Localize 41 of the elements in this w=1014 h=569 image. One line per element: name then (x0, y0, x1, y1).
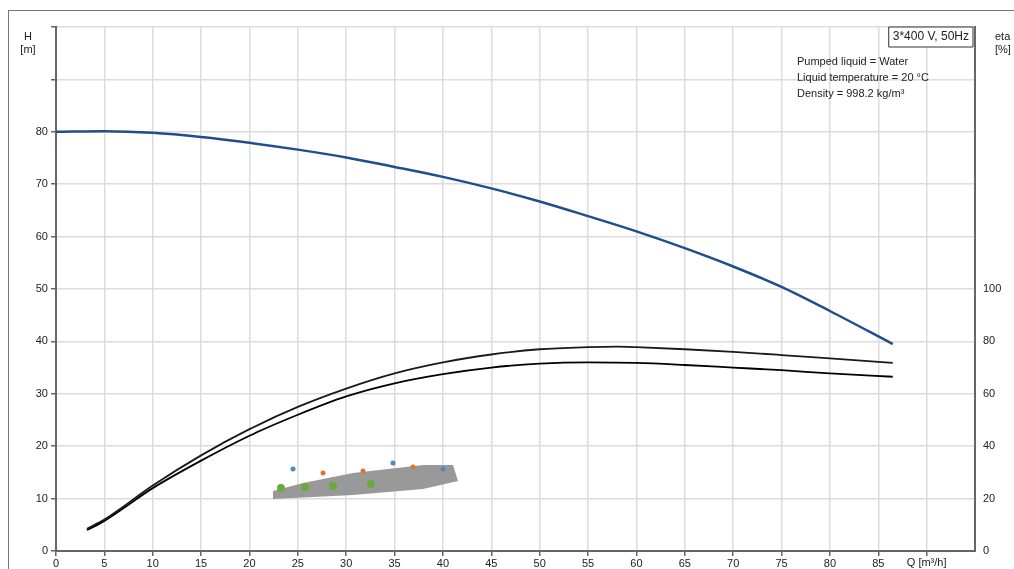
x-tick-label: 30 (340, 556, 353, 569)
annotation: Pumped liquid = Water (797, 54, 909, 67)
y-tick-label: 50 (35, 282, 48, 295)
x-axis-title: Q [m³/h] (906, 555, 947, 568)
x-tick-label: 15 (194, 556, 208, 569)
x-tick-label: 40 (436, 556, 450, 569)
annotation: 3*400 V, 50Hz (892, 29, 970, 44)
x-tick-label: 35 (388, 556, 401, 569)
annotation: Density = 998.2 kg/m³ (797, 86, 905, 99)
y2-tick-label: 40 (983, 439, 996, 452)
y-tick-label: 70 (35, 177, 48, 190)
y2-tick-label: 60 (983, 386, 996, 399)
x-tick-label: 45 (485, 556, 498, 569)
line-series (56, 130, 895, 346)
y-tick-label: 30 (35, 386, 48, 399)
x-tick-label: 60 (630, 556, 643, 569)
x-tick-label: 50 (533, 556, 546, 569)
y2-tick-label: 80 (983, 334, 996, 347)
x-tick-label: 65 (678, 556, 691, 569)
y2-tick-label: 20 (983, 491, 996, 504)
x-tick-label: 55 (581, 556, 595, 569)
x-tick-label: 70 (727, 556, 740, 569)
y-tick-label: 60 (35, 229, 48, 242)
y-tick-label: 20 (35, 439, 48, 452)
x-tick-label: 25 (291, 556, 304, 569)
y-tick-label: 10 (35, 491, 48, 504)
x-tick-label: 80 (823, 556, 837, 569)
y-tick-label: 40 (35, 334, 48, 347)
annotation: Liquid temperature = 20 °C (797, 70, 929, 83)
x-tick-label: 5 (101, 556, 108, 569)
y2-axis-title: eta [%] (995, 29, 1012, 55)
y2-tick-label: 100 (983, 282, 1002, 295)
y-tick-label: 0 (41, 544, 48, 557)
x-tick-label: 10 (146, 556, 159, 569)
y-axis-title: H [m] (20, 29, 36, 55)
y-tick-label: 80 (35, 124, 48, 137)
x-tick-label: 20 (243, 556, 256, 569)
x-tick-label: 85 (872, 556, 885, 569)
x-tick-label: 75 (775, 556, 788, 569)
y2-tick-label: 0 (983, 544, 990, 557)
x-tick-label: 0 (52, 556, 60, 569)
